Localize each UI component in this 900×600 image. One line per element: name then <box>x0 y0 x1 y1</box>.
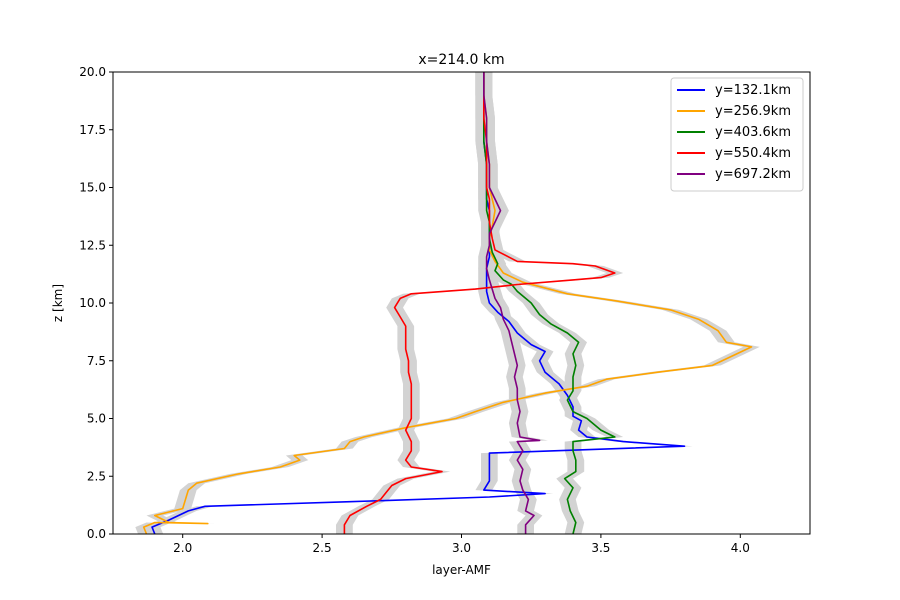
uncertainty-band-2 <box>135 72 760 534</box>
uncertainty-band-4 <box>336 72 624 534</box>
x-axis-label: layer-AMF <box>432 563 491 577</box>
x-axis-ticks: 2.0 2.5 3.0 3.5 4.0 <box>173 534 750 555</box>
uncertainty-band-5 <box>475 72 548 534</box>
x-tick-label: 2.0 <box>173 541 192 555</box>
y-tick-label: 15.0 <box>79 181 106 195</box>
y-tick-label: 0.0 <box>87 527 106 541</box>
chart-title: x=214.0 km <box>418 52 504 68</box>
x-tick-label: 2.5 <box>313 541 332 555</box>
legend-label: y=697.2km <box>715 167 791 182</box>
y-tick-label: 12.5 <box>79 238 106 252</box>
legend-label: y=256.9km <box>715 104 791 119</box>
legend: y=132.1km y=256.9km y=403.6km y=550.4km y=69… <box>670 77 804 192</box>
y-axis-label: z [km] <box>51 284 65 322</box>
y-tick-label: 17.5 <box>79 123 106 137</box>
series-lines <box>142 72 753 535</box>
series-line-5 <box>482 72 541 534</box>
legend-label: y=403.6km <box>715 125 791 140</box>
y-tick-label: 5.0 <box>87 412 106 426</box>
y-tick-label: 10.0 <box>79 296 106 310</box>
x-tick-label: 3.5 <box>591 541 610 555</box>
series-line-2 <box>142 72 753 535</box>
y-tick-label: 20.0 <box>79 65 106 79</box>
x-tick-label: 3.0 <box>452 541 471 555</box>
y-tick-label: 7.5 <box>87 354 106 368</box>
series-line-4 <box>343 72 616 534</box>
x-tick-label: 4.0 <box>731 541 750 555</box>
legend-label: y=132.1km <box>715 83 791 98</box>
series-line-3 <box>482 72 616 535</box>
y-tick-label: 2.5 <box>87 469 106 483</box>
legend-box <box>670 77 804 192</box>
y-axis-ticks: 0.0 2.5 5.0 7.5 10.0 12.5 15.0 17.5 20.0 <box>79 65 113 541</box>
legend-label: y=550.4km <box>715 146 791 161</box>
